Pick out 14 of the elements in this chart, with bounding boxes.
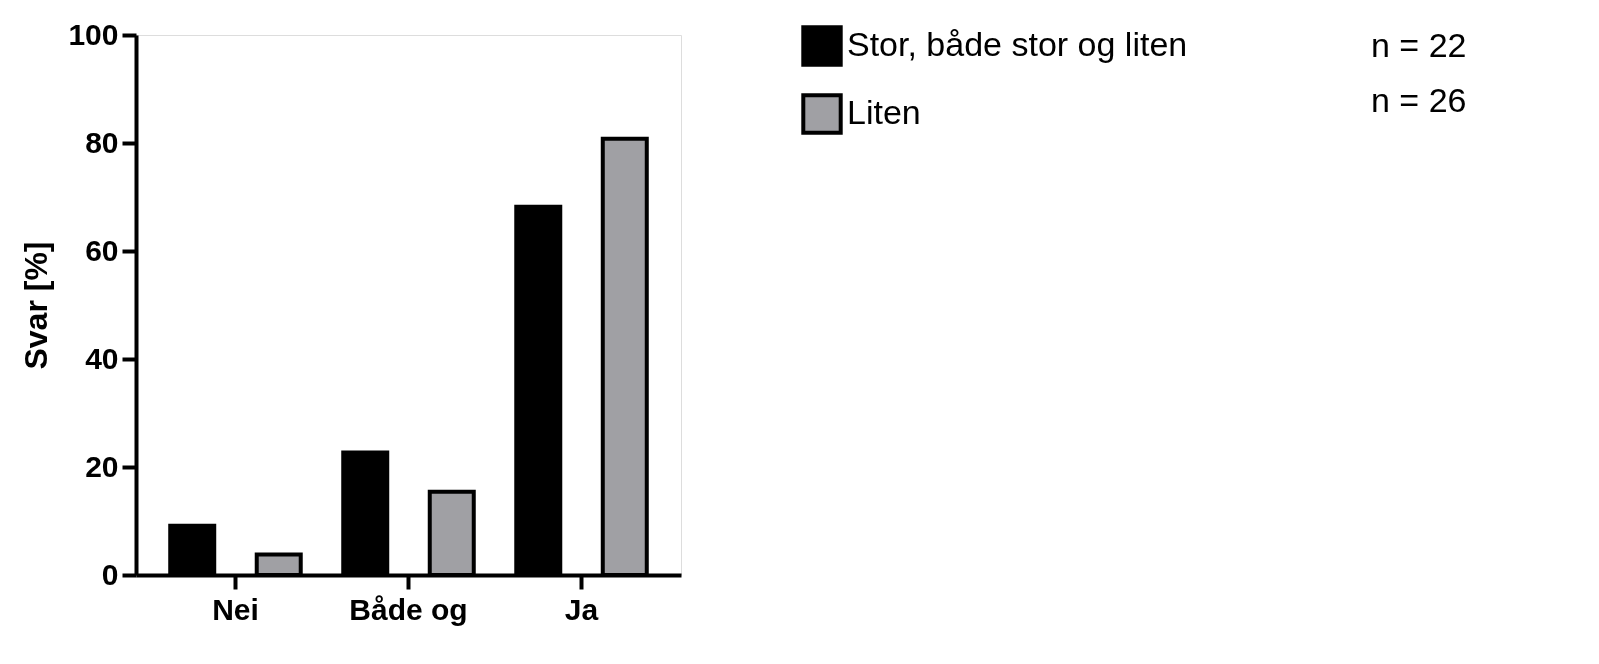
- y-tick-label: 0: [101, 557, 119, 591]
- text: n = 26: [1371, 81, 1467, 119]
- y-tick-label: 60: [85, 233, 119, 267]
- x-tick-label: Både og: [349, 592, 468, 626]
- y-tick-label: 20: [85, 449, 119, 483]
- legend-label: Liten: [847, 93, 921, 131]
- text: n = 22: [1371, 26, 1467, 64]
- y-tick-label: 100: [68, 17, 119, 51]
- y-tick-label: 40: [85, 341, 119, 375]
- y-axis-title: Svar [%]: [18, 241, 55, 370]
- legend-label: Stor, både stor og liten: [847, 25, 1188, 63]
- y-tick-label: 80: [85, 125, 119, 159]
- x-tick-label: Nei: [212, 592, 259, 626]
- x-tick-label: Ja: [564, 592, 599, 626]
